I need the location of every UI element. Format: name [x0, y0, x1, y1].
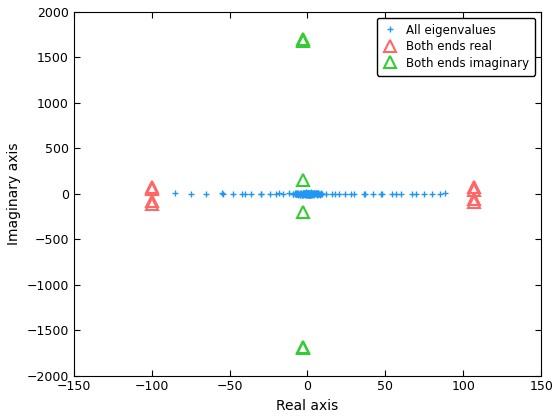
Line: Both ends real: Both ends real: [146, 181, 480, 209]
Both ends imaginary: [300, 37, 306, 42]
All eigenvalues: [302, 192, 309, 197]
Legend: All eigenvalues, Both ends real, Both ends imaginary: All eigenvalues, Both ends real, Both en…: [377, 18, 535, 76]
All eigenvalues: [315, 192, 321, 197]
Both ends real: [148, 184, 155, 189]
Both ends imaginary: [300, 346, 306, 351]
All eigenvalues: [348, 192, 354, 197]
Both ends real: [471, 197, 478, 202]
Both ends imaginary: [300, 178, 306, 183]
Both ends real: [148, 199, 155, 204]
All eigenvalues: [314, 193, 320, 198]
Line: Both ends imaginary: Both ends imaginary: [297, 34, 309, 354]
Line: All eigenvalues: All eigenvalues: [171, 189, 448, 199]
Both ends real: [148, 187, 155, 192]
All eigenvalues: [307, 191, 314, 196]
Y-axis label: Imaginary axis: Imaginary axis: [7, 142, 21, 245]
Both ends real: [148, 201, 155, 206]
All eigenvalues: [307, 191, 314, 196]
All eigenvalues: [303, 190, 310, 195]
Both ends imaginary: [300, 39, 306, 44]
Both ends real: [471, 184, 478, 189]
X-axis label: Real axis: Real axis: [276, 399, 339, 413]
Both ends imaginary: [300, 210, 306, 215]
All eigenvalues: [295, 191, 301, 196]
All eigenvalues: [388, 191, 395, 196]
Both ends imaginary: [300, 344, 306, 349]
All eigenvalues: [304, 191, 311, 196]
Both ends real: [471, 200, 478, 205]
Both ends real: [471, 188, 478, 193]
